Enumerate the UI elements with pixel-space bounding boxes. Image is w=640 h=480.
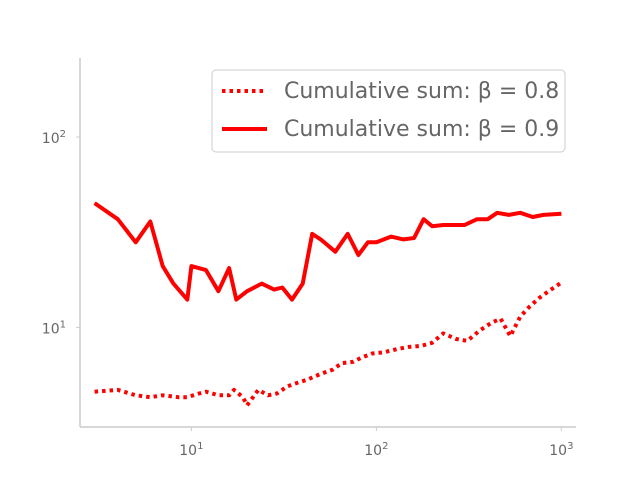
ticks: 101 102 103 101 102 bbox=[42, 129, 574, 459]
x-tick-label: 102 bbox=[364, 441, 388, 459]
legend-box bbox=[211, 69, 566, 153]
series-line-beta-0.9 bbox=[93, 201, 562, 302]
legend-label-beta-0.9: Cumulative sum: β = 0.9 bbox=[284, 117, 559, 142]
legend: Cumulative sum: β = 0.8 Cumulative sum: … bbox=[211, 69, 566, 153]
y-tick-label: 101 bbox=[42, 319, 66, 337]
series-line-beta-0.8 bbox=[94, 280, 563, 408]
legend-label-beta-0.8: Cumulative sum: β = 0.8 bbox=[284, 79, 559, 104]
y-tick-label: 102 bbox=[42, 129, 66, 147]
x-tick-label: 103 bbox=[549, 441, 573, 459]
x-tick-label: 101 bbox=[179, 441, 203, 459]
plot-lines bbox=[93, 201, 563, 408]
axes bbox=[79, 58, 576, 428]
